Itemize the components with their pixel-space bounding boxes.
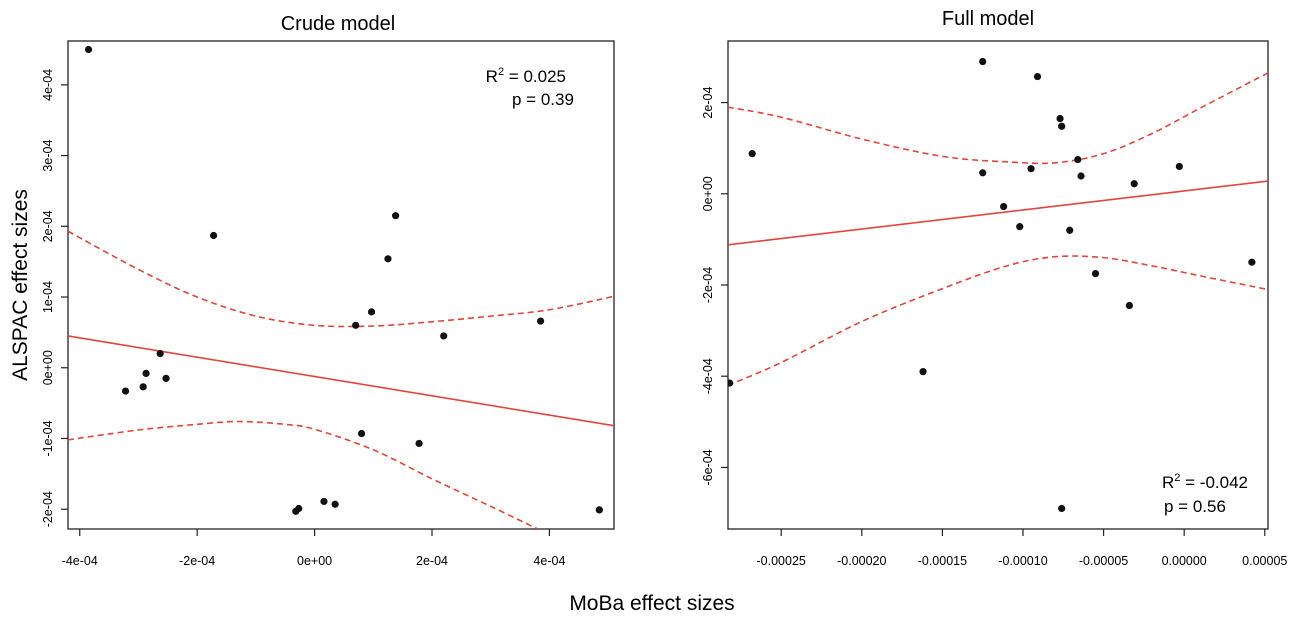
- crude-data-point: [84, 45, 93, 54]
- crude-data-point: [320, 497, 328, 506]
- crude-y-tick-label: 2e-04: [41, 210, 55, 242]
- full-x-axis: -0.00025 -0.00020 -0.00015 -0.00010 -0.00005…: [757, 529, 1287, 568]
- crude-plot-content: [68, 45, 614, 529]
- crude-x-tick-label: 2e-04: [416, 554, 448, 568]
- crude-fit-line: [68, 335, 614, 427]
- full-ci-upper-curve: [728, 72, 1268, 165]
- full-model-panel: Full model -0.00025 -0.00020 -0.00015 -0.00…: [701, 8, 1287, 568]
- full-plot-area: [728, 57, 1268, 513]
- full-data-point: [1248, 258, 1256, 266]
- full-r2-label: R2 = -0.042: [1162, 472, 1248, 492]
- crude-data-point: [156, 350, 164, 358]
- full-model-title: Full model: [942, 8, 1034, 30]
- full-data-point: [1016, 223, 1024, 231]
- full-data-point: [979, 57, 987, 66]
- crude-y-tick-label: 0e+00: [41, 350, 55, 385]
- full-y-tick-label: 0e+00: [701, 176, 715, 211]
- crude-r2-prefix: R: [486, 67, 498, 86]
- crude-model-title: Crude model: [281, 13, 396, 35]
- full-y-axis: -6e-04 -4e-04 -2e-04 0e+00 2e-04: [701, 87, 728, 486]
- crude-data-point: [121, 387, 130, 395]
- full-x-tick-label: 0.00005: [1242, 554, 1287, 568]
- crude-r2-label: R2 = 0.025: [486, 66, 566, 86]
- crude-p-value: p = 0.39: [512, 90, 574, 109]
- full-r2-value: = -0.042: [1180, 473, 1248, 492]
- crude-data-point: [139, 383, 147, 391]
- crude-data-point: [392, 212, 400, 220]
- full-y-tick-label: -6e-04: [701, 449, 715, 485]
- full-data-point: [1066, 226, 1074, 234]
- crude-data-point: [595, 506, 603, 514]
- crude-y-tick-label: -1e-04: [41, 420, 55, 456]
- full-x-tick-label: -0.00005: [1079, 554, 1128, 568]
- full-y-tick-label: -2e-04: [701, 267, 715, 303]
- x-axis-label: MoBa effect sizes: [569, 592, 734, 615]
- full-data-point: [1074, 155, 1082, 164]
- full-plot-frame: [727, 40, 1269, 530]
- full-data-point: [1125, 301, 1133, 310]
- crude-data-point: [415, 439, 423, 448]
- crude-y-tick-label: 1e-04: [41, 281, 55, 313]
- full-data-point: [1058, 122, 1066, 130]
- full-data-point: [1027, 165, 1035, 173]
- full-p-value: p = 0.56: [1164, 497, 1226, 516]
- full-data-point: [979, 169, 987, 177]
- full-fit-line: [728, 180, 1268, 246]
- full-plot-content: [728, 57, 1268, 513]
- full-data-point: [1091, 269, 1100, 278]
- full-data-point: [919, 368, 927, 376]
- crude-plot-frame: [67, 40, 615, 530]
- full-y-tick-label: -4e-04: [701, 358, 715, 394]
- full-x-tick-label: -0.00010: [998, 554, 1047, 568]
- full-data-point: [1058, 504, 1066, 513]
- full-x-tick-label: -0.00020: [837, 554, 886, 568]
- crude-data-point: [162, 374, 170, 382]
- crude-data-point: [352, 321, 360, 329]
- crude-y-tick-label: -2e-04: [41, 491, 55, 527]
- crude-x-tick-label: -4e-04: [62, 554, 98, 568]
- crude-x-tick-label: 4e-04: [533, 554, 565, 568]
- full-data-point: [748, 150, 756, 158]
- full-data-point: [1077, 172, 1085, 180]
- full-x-tick-label: -0.00015: [918, 554, 967, 568]
- crude-data-point: [142, 369, 150, 378]
- crude-ci-upper-curve: [68, 230, 614, 328]
- crude-data-point: [210, 231, 218, 240]
- full-data-point: [1033, 72, 1042, 81]
- crude-r2-value: = 0.025: [504, 67, 566, 86]
- full-ci-lower-curve: [728, 255, 1268, 387]
- full-x-tick-label: 0.00000: [1162, 554, 1207, 568]
- crude-data-point: [331, 500, 339, 508]
- full-data-point: [1130, 180, 1138, 188]
- crude-ci-lower-curve: [68, 420, 539, 529]
- full-data-point: [1000, 202, 1008, 211]
- crude-data-point: [367, 308, 376, 316]
- crude-model-panel: Crude model -4e-04 -2e-04 0e+00 2e-04 4e-04 …: [41, 13, 615, 568]
- full-r2-superscript: 2: [1174, 472, 1180, 484]
- full-x-tick-label: -0.00025: [757, 554, 806, 568]
- crude-x-tick-label: 0e+00: [297, 554, 332, 568]
- crude-plot-area: [68, 45, 614, 529]
- full-r2-prefix: R: [1162, 473, 1174, 492]
- crude-data-point: [295, 504, 303, 513]
- crude-data-point: [440, 332, 448, 340]
- crude-data-point: [357, 429, 366, 438]
- full-data-point: [1056, 114, 1064, 123]
- crude-y-axis: -2e-04 -1e-04 0e+00 1e-04 2e-04 3e-04 4e-04: [41, 69, 68, 527]
- y-axis-label: ALSPAC effect sizes: [9, 189, 32, 381]
- crude-y-tick-label: 4e-04: [41, 69, 55, 101]
- full-data-point: [1175, 162, 1183, 171]
- crude-y-tick-label: 3e-04: [41, 140, 55, 172]
- full-data-point: [728, 379, 734, 387]
- crude-r2-superscript: 2: [498, 66, 504, 78]
- crude-data-point: [537, 317, 545, 325]
- crude-x-tick-label: -2e-04: [179, 554, 215, 568]
- crude-data-point: [384, 255, 392, 263]
- full-y-tick-label: 2e-04: [701, 87, 715, 119]
- crude-x-axis: -4e-04 -2e-04 0e+00 2e-04 4e-04: [62, 529, 565, 568]
